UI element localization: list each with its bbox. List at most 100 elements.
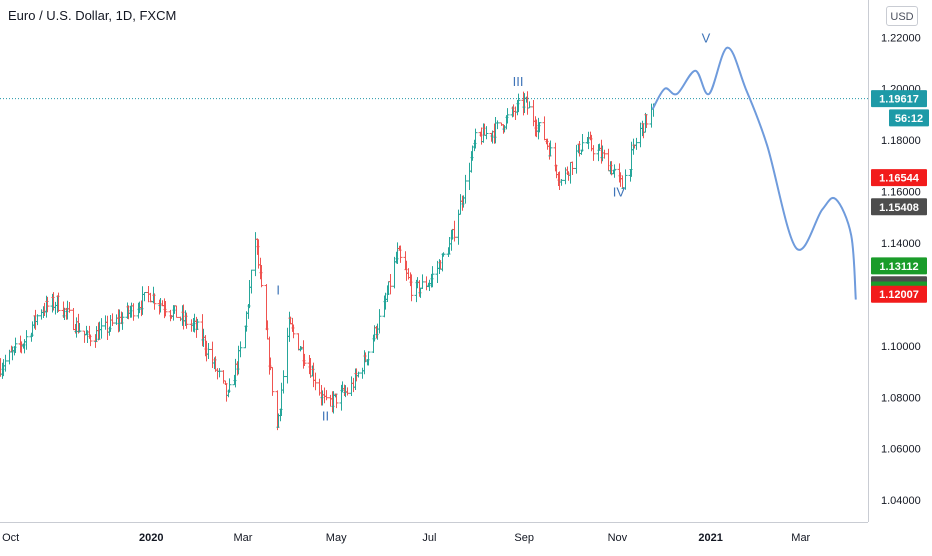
price-tick-label: 1.14000 (881, 238, 921, 250)
ohlc-bar (296, 333, 301, 351)
time-tick-label: Nov (608, 532, 628, 544)
ohlc-bar (356, 371, 361, 378)
ohlc-bar (424, 276, 429, 291)
ohlc-bar (328, 394, 333, 407)
time-tick-labels: Oct 2020 Mar May Jul Sep Nov 2021 Mar (2, 532, 810, 544)
price-badge-text: 1.16544 (879, 173, 920, 185)
ohlc-bar (377, 309, 382, 334)
ohlc-bar (24, 330, 29, 350)
price-tick-label: 1.06000 (881, 444, 921, 456)
time-axis[interactable]: Oct 2020 Mar May Jul Sep Nov 2021 Mar (0, 522, 868, 550)
ohlc-bar (35, 314, 40, 326)
ohlc-bar (473, 128, 478, 149)
ohlc-bar (302, 353, 307, 367)
price-badge-text: 1.13112 (879, 261, 918, 273)
price-badge-bg (871, 198, 927, 216)
ohlc-bar (467, 162, 472, 190)
ohlc-bar (253, 232, 258, 277)
ohlc-bar (53, 301, 58, 315)
ohlc-bar (249, 269, 254, 294)
ohlc-bar (612, 164, 617, 178)
ohlc-bar (291, 324, 296, 339)
ohlc-bar (71, 308, 76, 331)
ohlc-bar (606, 148, 611, 172)
ohlc-bar (322, 387, 327, 404)
wave-label-v: V (702, 30, 711, 45)
ohlc-bar (495, 120, 500, 130)
ohlc-bar (217, 368, 222, 378)
ohlc-bar (602, 149, 607, 159)
price-badge-text: 1.12007 (879, 289, 919, 301)
price-axis-svg: 1.040001.060001.080001.100001.120001.140… (871, 32, 929, 507)
price-badge-bg (889, 109, 929, 127)
ohlc-bar (548, 140, 553, 157)
time-tick-label: Jul (422, 532, 436, 544)
ohlc-bar (638, 122, 643, 148)
ohlc-bar (131, 303, 136, 321)
ohlc-bar (644, 114, 649, 128)
ohlc-bar (210, 341, 215, 369)
ohlc-bar (152, 293, 157, 310)
price-badge-text: 1.19617 (879, 94, 919, 106)
ohlc-bar (110, 313, 115, 327)
ohlc-bar (324, 390, 329, 401)
ohlc-bar (270, 367, 275, 396)
ohlc-bar (3, 354, 8, 372)
ohlc-bar (398, 245, 403, 263)
ohlc-bar (88, 334, 93, 347)
wave-label-ii: II (322, 408, 329, 423)
ohlc-bar (388, 273, 393, 295)
ohlc-bar (247, 279, 252, 309)
ohlc-bar (574, 144, 579, 174)
price-tick-label: 1.10000 (881, 341, 921, 353)
ohlc-bar (349, 376, 354, 396)
projection-curve (651, 46, 857, 300)
chart-plot-area[interactable]: I II III IV V Euro / U.S. Dollar, 1D, FXCM (0, 0, 868, 522)
time-tick-label: Mar (791, 532, 810, 544)
ohlc-bar (345, 387, 350, 396)
price-badge-bg (871, 90, 927, 108)
price-tick-label: 1.16000 (881, 187, 921, 199)
ohlc-bar (13, 337, 18, 354)
ohlc-bar (206, 343, 211, 359)
ohlc-bar (56, 292, 61, 312)
time-tick-label: Sep (514, 532, 534, 544)
ohlc-bar (174, 305, 179, 318)
ohlc-bar (360, 367, 365, 379)
wave-label-i: I (276, 282, 280, 297)
ohlc-bar (463, 174, 468, 204)
projection-layer (651, 46, 857, 300)
price-badge: 1.19617 (871, 90, 927, 108)
ohlc-bar (591, 145, 596, 161)
ohlc-bar (142, 291, 147, 302)
ohlc-bar (45, 296, 50, 313)
ohlc-bar (441, 252, 446, 257)
ohlc-bar (516, 93, 521, 113)
time-tick-label: May (326, 532, 347, 544)
ohlc-bar (287, 311, 292, 342)
price-badge-bg (871, 257, 927, 275)
ohlc-bar (531, 100, 536, 127)
ohlc-bar (505, 108, 510, 124)
ohlc-bar (634, 137, 639, 150)
price-badge: 56:12 (889, 109, 929, 127)
ohlc-bar (366, 351, 371, 366)
ohlc-bar (163, 301, 168, 317)
price-badges: 1.1961756:121.165441.154081.131121.12374… (871, 90, 929, 303)
price-axis[interactable]: 1.040001.060001.080001.100001.120001.140… (868, 0, 932, 522)
price-badge-bg (871, 285, 927, 303)
wave-label-iii: III (513, 74, 524, 89)
ohlc-bar (105, 315, 110, 341)
price-tick-label: 1.18000 (881, 135, 921, 147)
ohlc-bar (570, 161, 575, 175)
price-badge-text: 56:12 (895, 113, 923, 125)
ohlc-bar (559, 178, 564, 186)
symbol-title: Euro / U.S. Dollar, 1D, FXCM (8, 8, 177, 23)
ohlc-bar (281, 370, 286, 394)
currency-button[interactable]: USD (886, 6, 918, 26)
time-tick-label: Oct (2, 532, 19, 544)
price-tick-label: 1.08000 (881, 392, 921, 404)
ohlc-bar (184, 312, 189, 329)
ohlc-bar (227, 378, 232, 393)
